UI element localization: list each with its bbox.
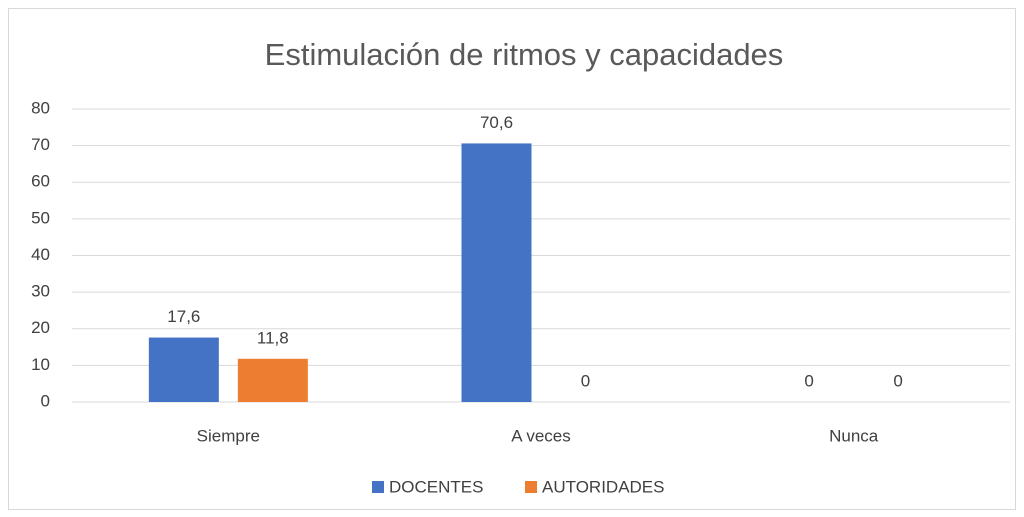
y-tick-label: 10 bbox=[31, 355, 50, 374]
y-tick-label: 50 bbox=[31, 208, 50, 227]
y-tick-label: 40 bbox=[31, 245, 50, 264]
y-tick-label: 80 bbox=[31, 98, 50, 117]
y-tick-label: 60 bbox=[31, 172, 50, 191]
x-tick-label: Nunca bbox=[829, 426, 879, 445]
data-label: 0 bbox=[581, 371, 590, 390]
y-tick-label: 0 bbox=[41, 391, 50, 410]
x-tick-label: A veces bbox=[511, 426, 571, 445]
y-tick-label: 70 bbox=[31, 135, 50, 154]
x-tick-label: Siempre bbox=[197, 426, 260, 445]
data-label: 0 bbox=[893, 371, 902, 390]
data-label: 70,6 bbox=[480, 113, 513, 132]
legend-swatch bbox=[372, 481, 384, 493]
data-label: 0 bbox=[804, 371, 813, 390]
data-label: 17,6 bbox=[167, 307, 200, 326]
y-tick-label: 30 bbox=[31, 282, 50, 301]
legend-swatch bbox=[525, 481, 537, 493]
y-tick-label: 20 bbox=[31, 318, 50, 337]
chart-title: Estimulación de ritmos y capacidades bbox=[265, 37, 784, 72]
bar bbox=[461, 143, 532, 403]
data-label: 11,8 bbox=[257, 328, 289, 347]
legend-label: DOCENTES bbox=[389, 477, 483, 496]
bar bbox=[148, 337, 219, 402]
legend-label: AUTORIDADES bbox=[542, 477, 665, 496]
bar bbox=[237, 358, 308, 402]
